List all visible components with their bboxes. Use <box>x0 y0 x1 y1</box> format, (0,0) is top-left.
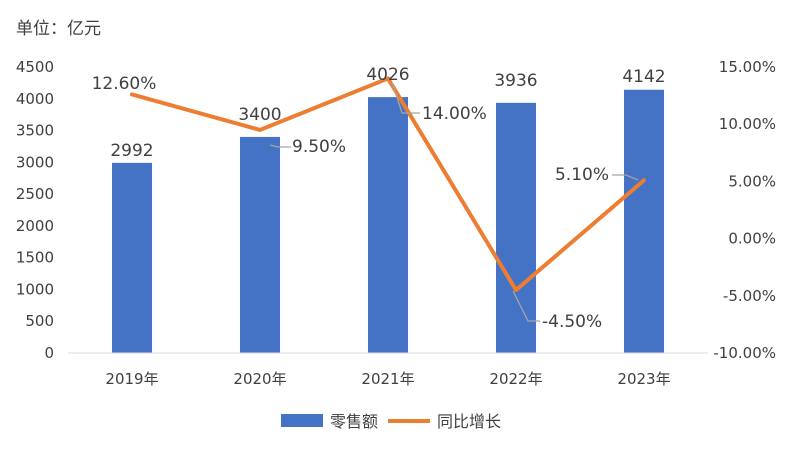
left-axis-tick-label: 1000 <box>16 280 54 298</box>
left-axis-tick-label: 3000 <box>16 153 54 171</box>
bar-value-label: 2992 <box>110 141 153 161</box>
x-axis-tick-label: 2022年 <box>489 370 542 388</box>
bar-value-label: 4142 <box>622 67 665 87</box>
leader-line <box>391 81 420 114</box>
bar <box>240 136 280 353</box>
right-axis-tick-label: 10.00% <box>719 115 776 133</box>
left-axis-tick-label: 500 <box>25 312 54 330</box>
bar <box>112 162 152 353</box>
left-axis-tick-label: 4500 <box>16 58 54 76</box>
unit-label: 单位：亿元 <box>16 19 101 39</box>
leader-line <box>512 290 540 322</box>
legend-bar-label: 零售额 <box>330 412 378 431</box>
bar <box>368 97 408 353</box>
right-axis-tick-label: 5.00% <box>728 172 776 190</box>
left-axis-tick-label: 1500 <box>16 249 54 267</box>
legend-bar-swatch <box>281 414 323 427</box>
right-axis-tick-label: 15.00% <box>719 58 776 76</box>
x-axis-tick-label: 2019年 <box>105 370 158 388</box>
line-value-label: 12.60% <box>92 74 157 94</box>
bar-value-label: 3400 <box>238 105 281 125</box>
x-axis-tick-label: 2021年 <box>361 370 414 388</box>
x-axis-tick-label: 2020年 <box>233 370 286 388</box>
left-axis-tick-label: 2500 <box>16 185 54 203</box>
bar-value-label: 3936 <box>494 71 537 91</box>
growth-line <box>130 76 646 293</box>
left-axis-tick-label: 3500 <box>16 122 54 140</box>
left-axis-tick-label: 4000 <box>16 90 54 108</box>
line-value-label: -4.50% <box>542 312 602 332</box>
leader-line <box>269 144 291 148</box>
left-axis-tick-label: 0 <box>44 344 54 362</box>
line-value-label: 9.50% <box>292 137 346 157</box>
right-axis-tick-label: -10.00% <box>713 344 776 362</box>
line-value-label: 14.00% <box>422 104 487 124</box>
right-axis-tick-label: -5.00% <box>723 287 776 305</box>
bar <box>496 102 536 353</box>
right-axis-tick-label: 0.00% <box>728 230 776 248</box>
left-axis-tick-label: 2000 <box>16 217 54 235</box>
legend-line-label: 同比增长 <box>437 412 501 431</box>
leader-line <box>612 174 639 181</box>
bar-value-label: 4026 <box>366 65 409 85</box>
line-value-label: 5.10% <box>555 165 609 185</box>
bar <box>624 89 664 353</box>
x-axis-tick-label: 2023年 <box>617 370 670 388</box>
